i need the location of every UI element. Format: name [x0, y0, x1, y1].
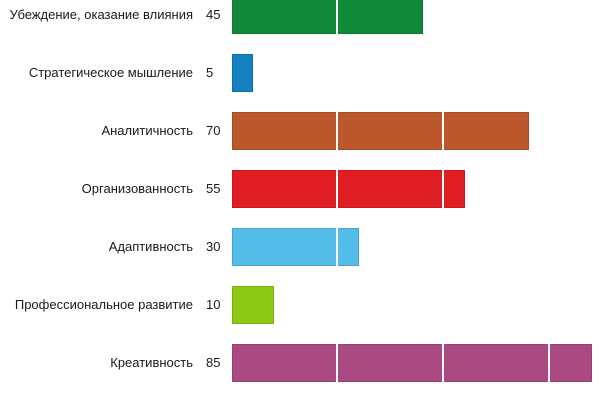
category-label: Адаптивность [108, 239, 193, 254]
bar-row-professional-development: Профессиональное развитие 10 [0, 286, 600, 324]
gridline [548, 0, 550, 400]
bar-creativity [232, 344, 592, 382]
category-label: Профессиональное развитие [14, 297, 193, 312]
bar-row-adaptability: Адаптивность 30 [0, 228, 600, 266]
category-label: Аналитичность [101, 123, 193, 138]
bar-row-creativity: Креативность 85 [0, 344, 600, 382]
value-label: 5 [206, 65, 214, 80]
category-label: Креативность [110, 355, 193, 370]
bar-row-persuasion: Убеждение, оказание влияния 45 [0, 0, 600, 34]
bar-row-organization: Организованность 55 [0, 170, 600, 208]
value-label: 85 [206, 355, 221, 370]
value-label: 55 [206, 181, 221, 196]
bar-row-analytical: Аналитичность 70 [0, 112, 600, 150]
bar-row-strategic-thinking: Стратегическое мышление 5 [0, 54, 600, 92]
category-label: Убеждение, оказание влияния [9, 7, 194, 22]
value-label: 70 [206, 123, 221, 138]
value-label: 30 [206, 239, 221, 254]
category-label: Организованность [81, 181, 193, 196]
gridline [336, 0, 338, 400]
bar-strategic-thinking [232, 54, 253, 92]
bar-analytical [232, 112, 529, 150]
value-label: 10 [206, 297, 221, 312]
value-label: 45 [206, 7, 221, 22]
bar-persuasion [232, 0, 423, 34]
bar-professional-development [232, 286, 274, 324]
gridline [442, 0, 444, 400]
category-label: Стратегическое мышление [28, 65, 193, 80]
bar-adaptability [232, 228, 359, 266]
bar-organization [232, 170, 465, 208]
